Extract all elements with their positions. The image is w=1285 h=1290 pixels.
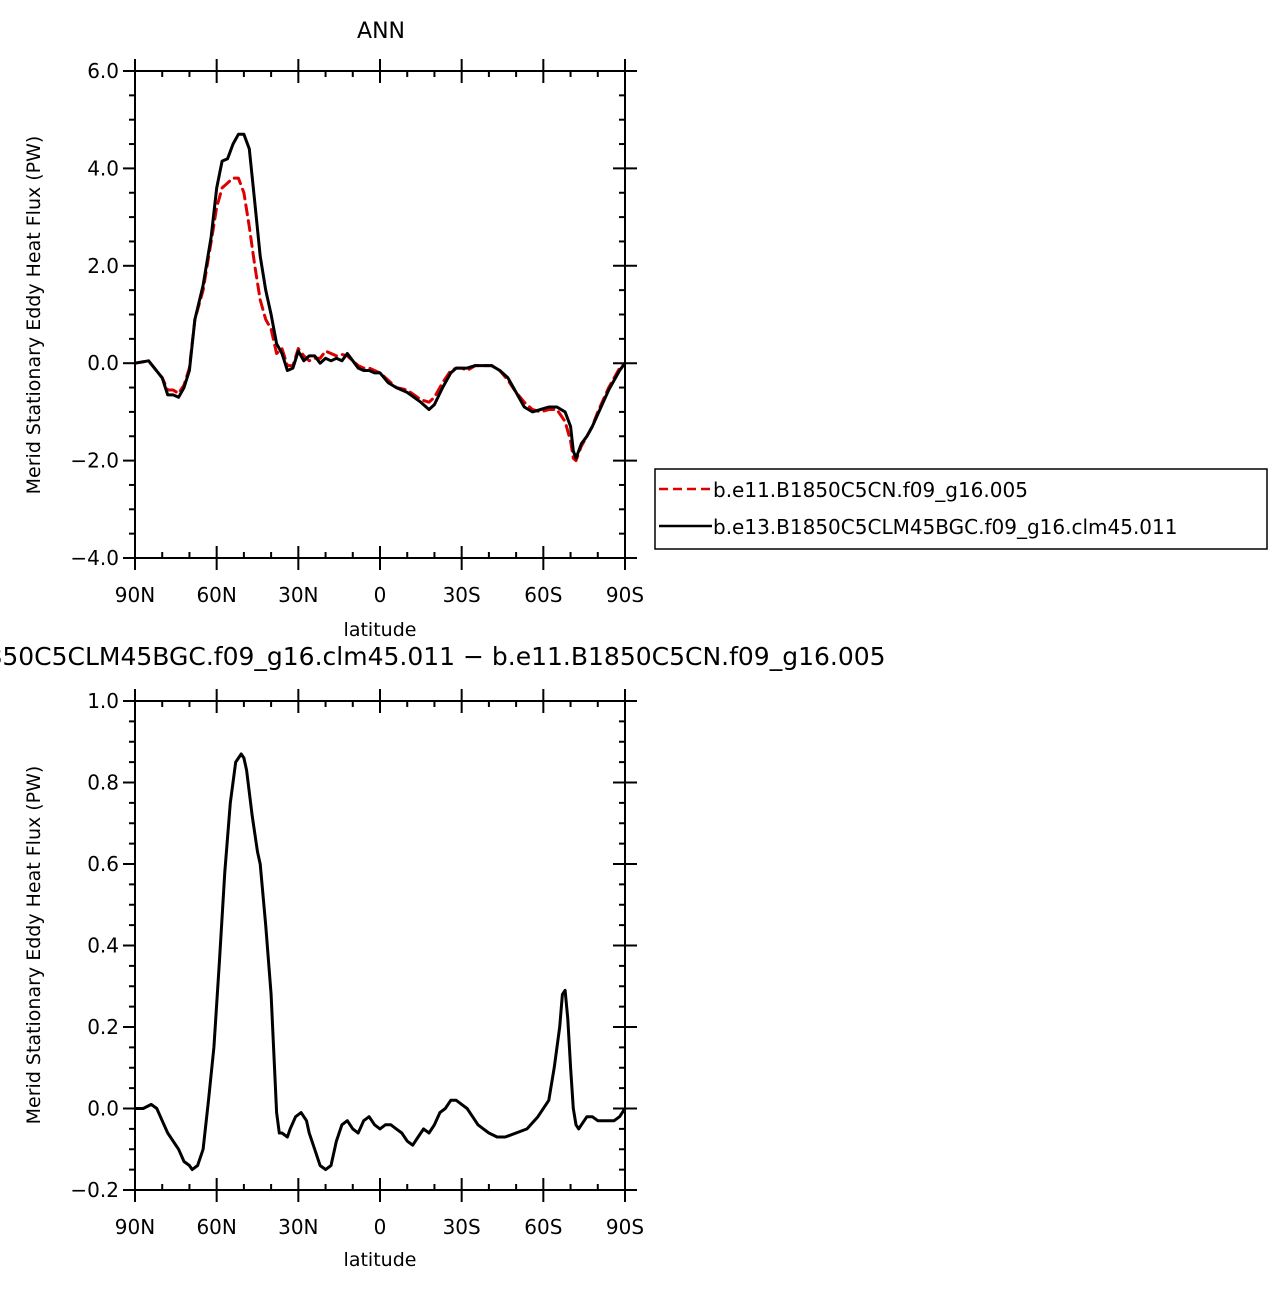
bottom-ytick-label: 0.2 xyxy=(87,1015,119,1039)
bottom-xtick-label: 30N xyxy=(278,1215,318,1239)
bottom-panel-frame xyxy=(134,700,626,1191)
bottom-ytick-label: −0.2 xyxy=(70,1178,119,1202)
legend-label-series-2: b.e13.B1850C5CLM45BGC.f09_g16.clm45.011 xyxy=(713,515,1177,539)
bottom-panel-title: b.e13.B1850C5CLM45BGC.f09_g16.clm45.011 … xyxy=(0,642,886,671)
bottom-panel-xlabel: latitude xyxy=(344,1249,417,1271)
top-xtick-label: 60N xyxy=(196,583,236,607)
top-xtick-label: 90S xyxy=(606,583,644,607)
top-ytick-label: 2.0 xyxy=(87,254,119,278)
bottom-panel: b.e13.B1850C5CLM45BGC.f09_g16.clm45.011 … xyxy=(0,642,886,1271)
bottom-xtick-label: 90N xyxy=(115,1215,155,1239)
bottom-panel-series xyxy=(133,752,627,1172)
bottom-ytick-label: 0.6 xyxy=(87,852,119,876)
top-xtick-label: 30N xyxy=(278,583,318,607)
bottom-xtick-label: 90S xyxy=(606,1215,644,1239)
bottom-xtick-label: 0 xyxy=(374,1215,387,1239)
bottom-xtick-label: 60N xyxy=(196,1215,236,1239)
top-ytick-label: 6.0 xyxy=(87,59,119,83)
legend-label-series-1: b.e11.B1850C5CN.f09_g16.005 xyxy=(713,478,1028,502)
top-panel-axes: 6.0 4.0 2.0 0.0 −2.0 −4.0 90N 60N 30N 0 30S 60S 90S xyxy=(70,59,644,607)
top-panel-xlabel: latitude xyxy=(344,619,417,641)
bottom-ytick-label: 0.0 xyxy=(87,1097,119,1121)
top-xtick-label: 60S xyxy=(524,583,562,607)
top-xtick-label: 30S xyxy=(443,583,481,607)
bottom-panel-ylabel: Merid Stationary Eddy Heat Flux (PW) xyxy=(23,766,45,1125)
top-panel-frame xyxy=(134,70,626,559)
bottom-xtick-label: 60S xyxy=(524,1215,562,1239)
bottom-ytick-label: 1.0 xyxy=(87,689,119,713)
bottom-ytick-label: 0.8 xyxy=(87,771,119,795)
bottom-series-line-1 xyxy=(133,752,627,1172)
top-panel: ANN Merid Stationary Eddy Heat Flux (PW)… xyxy=(23,19,644,641)
top-ytick-label: −2.0 xyxy=(70,449,119,473)
bottom-ytick-label: 0.4 xyxy=(87,934,119,958)
top-panel-ylabel: Merid Stationary Eddy Heat Flux (PW) xyxy=(23,136,45,495)
top-ytick-label: −4.0 xyxy=(70,546,119,570)
top-xtick-label: 90N xyxy=(115,583,155,607)
top-xtick-label: 0 xyxy=(374,583,387,607)
bottom-xtick-label: 30S xyxy=(443,1215,481,1239)
top-panel-series xyxy=(133,132,627,463)
top-ytick-label: 0.0 xyxy=(87,351,119,375)
legend-box xyxy=(654,468,1268,550)
top-panel-title: ANN xyxy=(357,19,405,44)
top-series-line-2 xyxy=(133,132,627,460)
top-series-line-1 xyxy=(133,176,627,463)
bottom-panel-axes: 1.0 0.8 0.6 0.4 0.2 0.0 −0.2 90N 60N 30N 0 30S 60S 90… xyxy=(70,689,644,1239)
top-ytick-label: 4.0 xyxy=(87,156,119,180)
legend: b.e11.B1850C5CN.f09_g16.005 b.e13.B1850C… xyxy=(654,468,1268,550)
